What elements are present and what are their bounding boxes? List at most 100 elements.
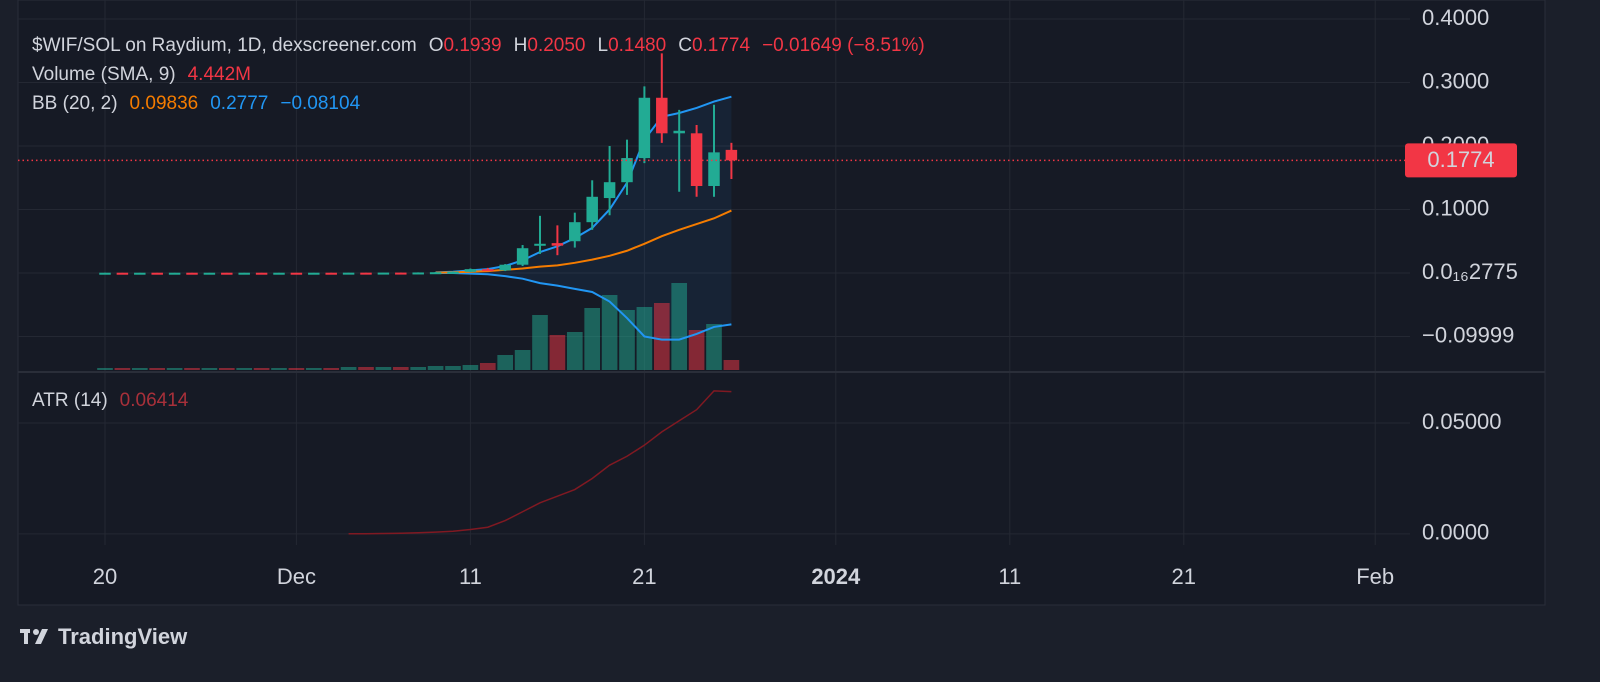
candle-body (603, 182, 616, 199)
bb-lower (435, 271, 732, 341)
candle-body (377, 272, 390, 275)
volume-bar (392, 367, 409, 370)
x-tick-label: 11 (998, 564, 1021, 589)
candle-body (447, 271, 459, 274)
x-tick-label: 21 (632, 564, 656, 589)
candle-body (429, 272, 442, 275)
candle-body (569, 222, 581, 242)
legend-atr: ATR (14) 0.06414 (32, 390, 189, 411)
brand-logo (20, 629, 48, 644)
volume-bar (375, 367, 392, 370)
candle-body (203, 272, 216, 275)
volume-bar (723, 360, 740, 370)
candle-body (168, 272, 181, 275)
candle-body (482, 269, 494, 272)
volume-bar (445, 366, 461, 370)
candle-body (412, 272, 424, 275)
legend: $WIF/SOL on Raydium, 1D, dexscreener.com… (32, 35, 925, 411)
candle-body (673, 130, 685, 134)
bb-name: BB (20, 2) (32, 93, 118, 114)
volume-bar (218, 368, 235, 370)
logo-part (35, 629, 48, 644)
volume-bar (532, 315, 548, 370)
volume-bar (410, 367, 427, 370)
volume-bar (184, 368, 200, 370)
candle-body (273, 272, 285, 275)
x-tick-label: Feb (1356, 564, 1394, 589)
volume-bar (340, 367, 357, 370)
axes: 20Dec112120241121Feb0.40000.30000.20000.… (93, 5, 1518, 589)
atr-line (348, 390, 732, 535)
volume-bar (97, 368, 113, 370)
x-tick-label: Dec (277, 564, 316, 589)
candle-body (360, 272, 372, 275)
bb-value: −0.08104 (280, 93, 360, 114)
x-tick-label: 11 (459, 564, 482, 589)
ohlc-key: H (514, 35, 528, 56)
candle-body (586, 196, 598, 223)
y-tick-label: 0.05000 (1422, 409, 1502, 434)
volume-bar (462, 365, 479, 370)
candle-body (690, 133, 703, 186)
volume-bar (271, 368, 287, 370)
bb-value: 0.09836 (130, 93, 199, 114)
volume-bar (201, 368, 218, 370)
candle-body (516, 248, 529, 265)
ohlc-key: L (598, 35, 609, 56)
y-tick-label: 0.0000 (1422, 520, 1489, 545)
ohlc-value: 0.2050 (527, 35, 585, 56)
volume-bar (323, 368, 340, 370)
legend-volume: Volume (SMA, 9) 4.442M (32, 64, 251, 85)
candle-body (255, 272, 268, 275)
ohlc-value: 0.1480 (608, 35, 666, 56)
candle-body (134, 272, 146, 275)
volume-bar (601, 295, 618, 370)
x-tick-label: 20 (93, 564, 117, 589)
last-price-label: 0.1774 (1427, 147, 1494, 172)
legend-bb: BB (20, 2) 0.09836 0.2777 −0.08104 (32, 93, 361, 114)
atr-value: 0.06414 (120, 390, 189, 411)
volume-value: 4.442M (188, 64, 251, 85)
last-price-box (1405, 143, 1517, 178)
logo-part (33, 629, 39, 635)
bb-fill (435, 96, 732, 340)
volume-bar (566, 332, 583, 370)
candle-body (221, 272, 233, 275)
volume-bar (253, 368, 270, 370)
candle-body (464, 269, 477, 272)
candle-body (186, 272, 198, 275)
volume-name: Volume (SMA, 9) (32, 64, 176, 85)
volume-bar (166, 368, 183, 370)
volume-bar (131, 368, 148, 370)
bb-value: 0.2777 (210, 93, 268, 114)
volume-bar (114, 368, 131, 370)
chart-frame (17, 0, 1546, 606)
candle-body (395, 272, 407, 275)
volume-bar (706, 324, 722, 370)
volume-bar (549, 335, 566, 370)
volume-bar (671, 283, 688, 370)
volume-bar (653, 303, 670, 370)
x-tick-label: 21 (1172, 564, 1196, 589)
candle-body (116, 272, 129, 275)
candle-body (638, 97, 651, 159)
volume-bar (497, 355, 514, 370)
candle-body (325, 272, 337, 275)
volume-bar (149, 368, 166, 370)
volume-bar (288, 368, 305, 370)
legend-main: $WIF/SOL on Raydium, 1D, dexscreener.com… (32, 35, 925, 56)
atr-name: ATR (14) (32, 390, 108, 411)
ohlc-value: 0.1774 (692, 35, 751, 56)
candle-body (308, 272, 320, 275)
legend-title: $WIF/SOL on Raydium, 1D, dexscreener.com (32, 35, 417, 56)
ohlc-key: C (678, 35, 692, 56)
volume-bar (584, 308, 601, 370)
candle-body (342, 272, 355, 275)
candle-body (238, 272, 250, 275)
y-tick-label: 0.0₁₆2775 (1422, 259, 1518, 284)
candle-body (656, 97, 668, 134)
y-tick-label: 0.1000 (1422, 195, 1489, 220)
plot (18, 53, 1410, 535)
